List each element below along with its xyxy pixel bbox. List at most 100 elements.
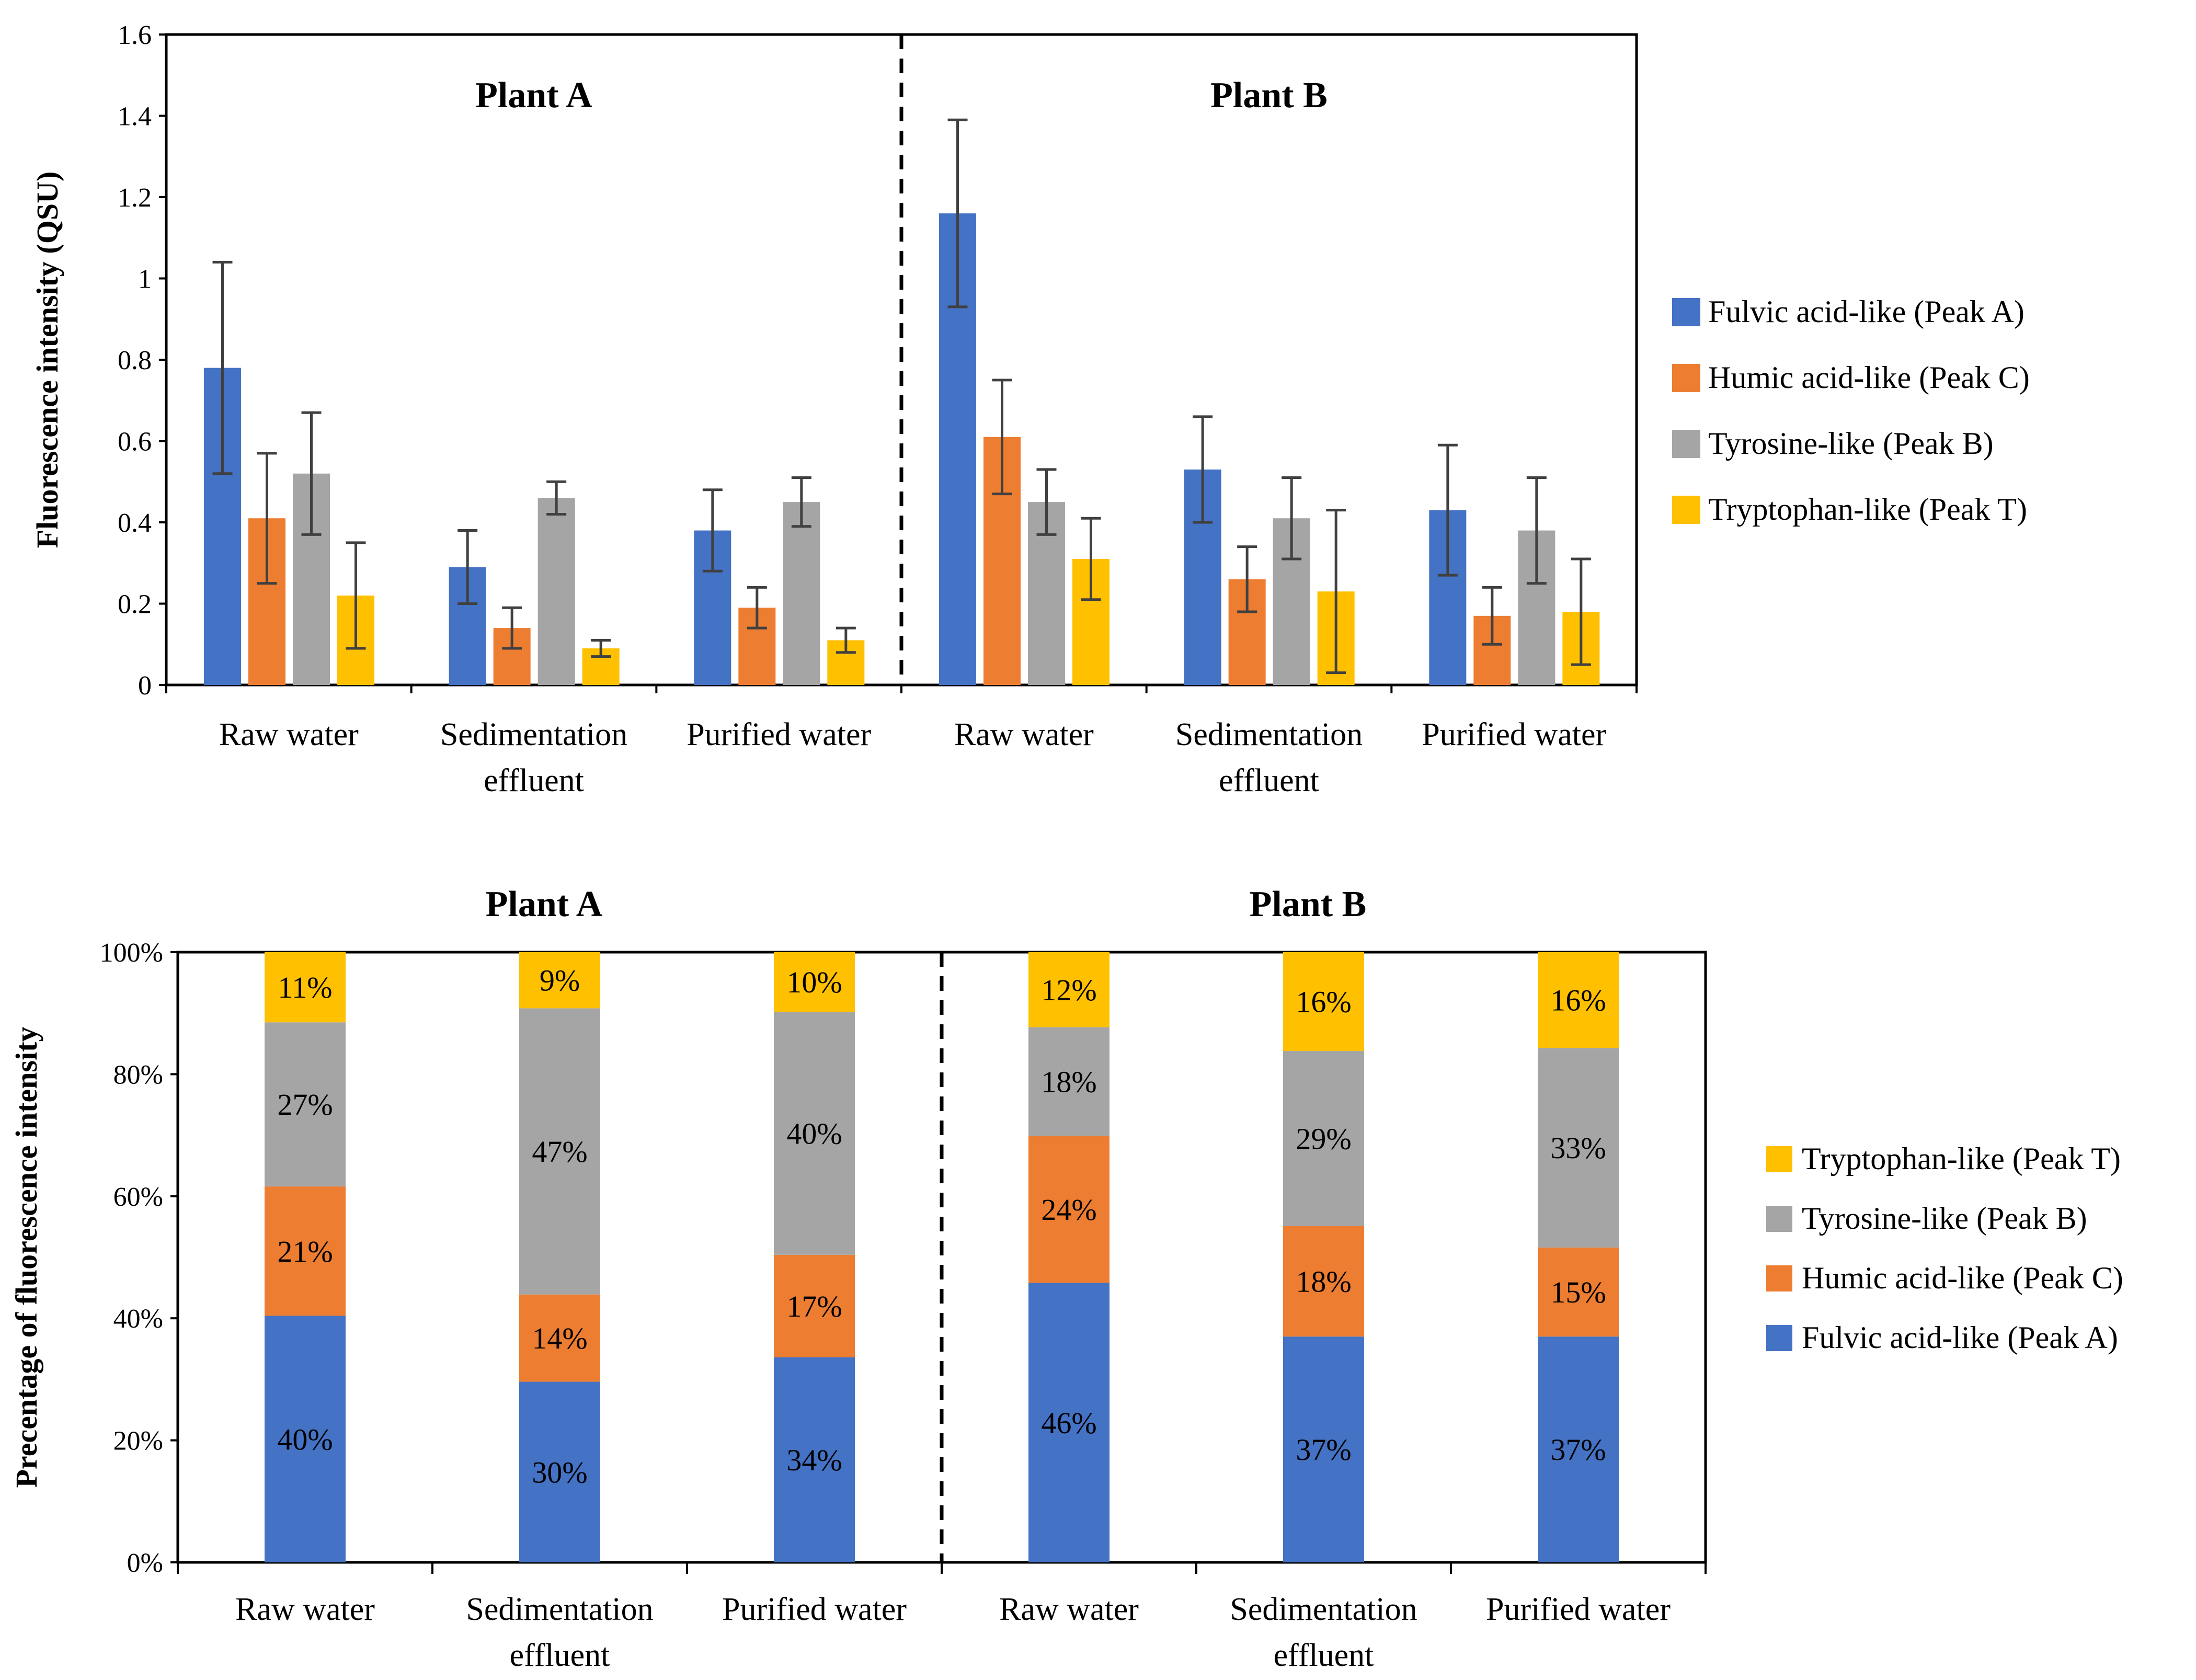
legend-swatch xyxy=(1672,496,1700,524)
stacked-segment xyxy=(1283,1051,1364,1226)
segment-label: 17% xyxy=(786,1289,842,1323)
stacked-segment xyxy=(265,1022,346,1187)
y-tick-label: 0.2 xyxy=(118,590,152,620)
stacked-segment xyxy=(265,952,346,1023)
stacked-segment xyxy=(774,1357,855,1562)
stacked-segment xyxy=(1028,1027,1110,1136)
stacked-segment xyxy=(1538,1336,1619,1562)
y-tick-label: 20% xyxy=(113,1426,163,1456)
x-category-label-line2: effluent xyxy=(484,763,584,798)
y-axis-label: Fluorescence intensity (QSU) xyxy=(30,172,64,548)
stacked-segment xyxy=(774,1012,855,1255)
legend-label: Fulvic acid-like (Peak A) xyxy=(1708,294,2025,329)
plant-title: Plant B xyxy=(1210,75,1328,116)
y-tick-label: 0.4 xyxy=(118,508,152,538)
y-tick-label: 1.2 xyxy=(118,183,152,213)
segment-label: 14% xyxy=(532,1321,587,1355)
segment-label: 47% xyxy=(532,1135,587,1169)
plant-title: Plant A xyxy=(475,75,592,116)
legend-swatch xyxy=(1766,1206,1792,1232)
stacked-segment xyxy=(519,1381,600,1562)
legend-swatch xyxy=(1766,1265,1792,1292)
x-category-label-line2: effluent xyxy=(510,1638,610,1673)
segment-label: 18% xyxy=(1041,1065,1096,1099)
y-tick-label: 100% xyxy=(100,938,163,968)
y-tick-label: 0 xyxy=(138,671,152,701)
segment-label: 11% xyxy=(278,970,332,1004)
legend-label: Tyrosine-like (Peak B) xyxy=(1802,1201,2087,1236)
segment-label: 34% xyxy=(786,1443,842,1477)
segment-label: 15% xyxy=(1550,1275,1606,1309)
bar xyxy=(537,498,575,685)
y-tick-label: 1.4 xyxy=(118,102,152,132)
x-category-label: Raw water xyxy=(219,717,359,752)
legend-swatch xyxy=(1672,364,1700,392)
x-category-label: Sedimentation xyxy=(440,717,627,752)
stacked-segment xyxy=(265,1316,346,1562)
stacked-segment xyxy=(1028,1283,1110,1562)
stacked-segment xyxy=(519,1294,600,1382)
segment-label: 27% xyxy=(277,1088,333,1122)
stacked-segment xyxy=(1283,952,1364,1052)
stacked-segment xyxy=(265,1186,346,1316)
segment-label: 9% xyxy=(540,964,580,998)
legend-swatch xyxy=(1766,1146,1792,1172)
segment-label: 18% xyxy=(1296,1265,1351,1299)
segment-label: 16% xyxy=(1550,984,1606,1018)
stacked-segment xyxy=(1538,952,1619,1048)
segment-label: 29% xyxy=(1296,1122,1351,1156)
segment-label: 46% xyxy=(1041,1406,1096,1440)
legend-label: Humic acid-like (Peak C) xyxy=(1708,360,2030,395)
stacked-segment xyxy=(1538,1247,1619,1337)
legend-label: Fulvic acid-like (Peak A) xyxy=(1802,1320,2118,1355)
segment-label: 40% xyxy=(277,1422,333,1456)
legend-label: Tryptophan-like (Peak T) xyxy=(1802,1141,2121,1176)
legend-label: Tyrosine-like (Peak B) xyxy=(1708,426,1994,461)
legend-label: Humic acid-like (Peak C) xyxy=(1802,1261,2123,1295)
x-category-label: Raw water xyxy=(235,1592,375,1627)
segment-label: 10% xyxy=(786,965,842,999)
y-tick-label: 0% xyxy=(127,1548,163,1578)
segment-label: 21% xyxy=(277,1235,333,1268)
stacked-segment xyxy=(1283,1336,1364,1562)
chart-percentage: 0% 20% 40% 60% 80% 100% Precentage of fluoresc… xyxy=(9,884,2123,1673)
segment-label: 37% xyxy=(1296,1433,1351,1467)
x-category-label: Purified water xyxy=(722,1592,907,1627)
x-category-label: Purified water xyxy=(1422,717,1606,752)
y-axis-label: Precentage of fluorescence intensity xyxy=(9,1026,43,1488)
bar xyxy=(783,502,820,685)
x-category-label-line2: effluent xyxy=(1219,763,1319,798)
segment-label: 40% xyxy=(786,1117,842,1151)
y-tick-label: 60% xyxy=(113,1182,163,1212)
segment-label: 30% xyxy=(532,1455,587,1489)
x-category-label: Sedimentation xyxy=(466,1592,653,1627)
y-tick-label: 1 xyxy=(138,265,152,294)
plant-title: Plant B xyxy=(1250,884,1367,924)
segment-label: 24% xyxy=(1041,1193,1096,1227)
x-category-label: Raw water xyxy=(954,717,1094,752)
legend-swatch xyxy=(1672,298,1700,326)
segment-label: 16% xyxy=(1296,985,1351,1019)
segment-label: 12% xyxy=(1041,973,1096,1007)
y-tick-label: 0.6 xyxy=(118,427,152,457)
stacked-segment xyxy=(1283,1226,1364,1337)
stacked-segment xyxy=(1028,952,1110,1027)
stacked-segment xyxy=(1028,1136,1110,1283)
stacked-segment xyxy=(774,1254,855,1357)
chart-intensity: 0 0.2 0.4 0.6 0.8 1 1.2 1.4 1.6 Fluorescence inte… xyxy=(30,20,2030,798)
y-tick-label: 40% xyxy=(113,1304,163,1334)
stacked-segment xyxy=(1538,1048,1619,1248)
x-category-label: Sedimentation xyxy=(1230,1592,1417,1627)
x-category-label-line2: effluent xyxy=(1274,1638,1374,1673)
stacked-segment xyxy=(519,952,600,1009)
segment-label: 33% xyxy=(1550,1131,1606,1165)
x-category-label: Purified water xyxy=(1486,1592,1671,1627)
x-category-label: Raw water xyxy=(999,1592,1139,1627)
x-category-label: Sedimentation xyxy=(1175,717,1363,752)
y-tick-label: 1.6 xyxy=(118,20,152,50)
x-category-label: Purified water xyxy=(687,717,871,752)
segment-label: 37% xyxy=(1550,1433,1606,1467)
y-tick-label: 80% xyxy=(113,1060,163,1090)
stacked-segment xyxy=(519,1008,600,1295)
